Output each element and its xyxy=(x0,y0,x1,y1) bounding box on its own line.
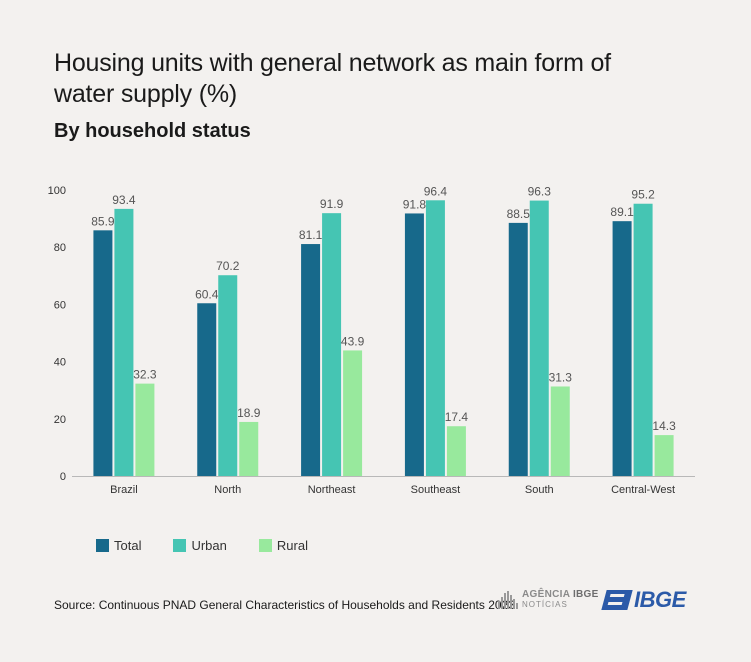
data-label: 14.3 xyxy=(652,419,676,433)
chart-legend: Total Urban Rural xyxy=(96,538,340,553)
legend-swatch-rural xyxy=(258,539,272,552)
bar-rural xyxy=(550,386,570,476)
data-label: 60.4 xyxy=(195,287,219,301)
legend-label-total: Total xyxy=(114,538,142,553)
agencia-logo-line1: AGÊNCIA IBGE xyxy=(522,589,599,600)
legend-item-rural: Rural xyxy=(258,538,308,553)
legend-item-total: Total xyxy=(96,538,141,553)
data-label: 81.1 xyxy=(299,228,323,242)
bar-total xyxy=(197,303,217,476)
bar-urban xyxy=(633,203,653,476)
source-note: Source: Continuous PNAD General Characte… xyxy=(54,598,515,612)
y-tick-label: 20 xyxy=(54,414,66,426)
agencia-logo-line2: NOTÍCIAS xyxy=(522,600,568,609)
data-label: 96.3 xyxy=(528,185,552,199)
agencia-ibge-logo: AGÊNCIA IBGE NOTÍCIAS xyxy=(498,587,599,613)
bar-urban xyxy=(114,208,134,476)
y-tick-label: 60 xyxy=(54,299,66,311)
bar-rural xyxy=(135,383,155,476)
x-tick-label: North xyxy=(214,484,241,496)
bar-rural xyxy=(446,426,466,476)
x-tick-label: Brazil xyxy=(110,484,138,496)
legend-label-rural: Rural xyxy=(276,538,308,553)
data-label: 31.3 xyxy=(549,370,573,384)
bar-rural xyxy=(343,350,363,476)
y-tick-label: 80 xyxy=(54,242,66,254)
data-label: 96.4 xyxy=(424,184,448,198)
data-label: 17.4 xyxy=(445,410,469,424)
legend-swatch-total xyxy=(96,539,109,552)
legend-swatch-urban xyxy=(173,539,187,552)
data-label: 91.9 xyxy=(320,197,344,211)
y-tick-label: 40 xyxy=(54,357,66,369)
data-label: 95.2 xyxy=(631,188,655,202)
data-label: 88.5 xyxy=(507,207,531,221)
bar-rural xyxy=(654,435,674,476)
y-tick-label: 0 xyxy=(60,471,66,483)
data-label: 70.2 xyxy=(216,259,240,273)
bar-urban xyxy=(218,275,238,476)
bar-total xyxy=(301,244,321,476)
ibge-mark-icon xyxy=(601,590,633,610)
bar-total xyxy=(93,230,113,476)
data-label: 43.9 xyxy=(341,334,365,348)
data-label: 93.4 xyxy=(112,193,136,207)
data-label: 18.9 xyxy=(237,406,261,420)
agencia-bars-icon xyxy=(498,591,518,609)
bar-urban xyxy=(322,213,342,476)
ibge-logo-text: IBGE xyxy=(634,587,686,612)
bar-chart: 0 20 40 60 80 100 85.9 93.4 32.3 Brazil 60.4 70.2 18… xyxy=(48,184,695,496)
data-label: 85.9 xyxy=(91,214,115,228)
y-tick-label: 100 xyxy=(48,185,66,197)
ibge-logo: IBGE xyxy=(601,587,686,612)
chart-title: Housing units with general network as ma… xyxy=(54,49,611,108)
x-tick-label: Southeast xyxy=(411,484,461,496)
data-label: 32.3 xyxy=(133,368,157,382)
chart-subtitle: By household status xyxy=(54,120,251,142)
bar-urban xyxy=(425,200,445,476)
bar-rural xyxy=(239,421,259,476)
x-tick-label: South xyxy=(525,484,554,496)
data-label: 89.1 xyxy=(610,205,634,219)
bar-total xyxy=(404,213,424,476)
bar-total xyxy=(612,221,632,476)
data-label: 91.8 xyxy=(403,197,427,211)
bar-urban xyxy=(529,200,549,476)
legend-item-urban: Urban xyxy=(173,538,227,553)
x-tick-label: Central-West xyxy=(611,484,675,496)
x-tick-label: Northeast xyxy=(308,484,356,496)
bar-total xyxy=(508,222,528,476)
legend-label-urban: Urban xyxy=(191,538,227,553)
